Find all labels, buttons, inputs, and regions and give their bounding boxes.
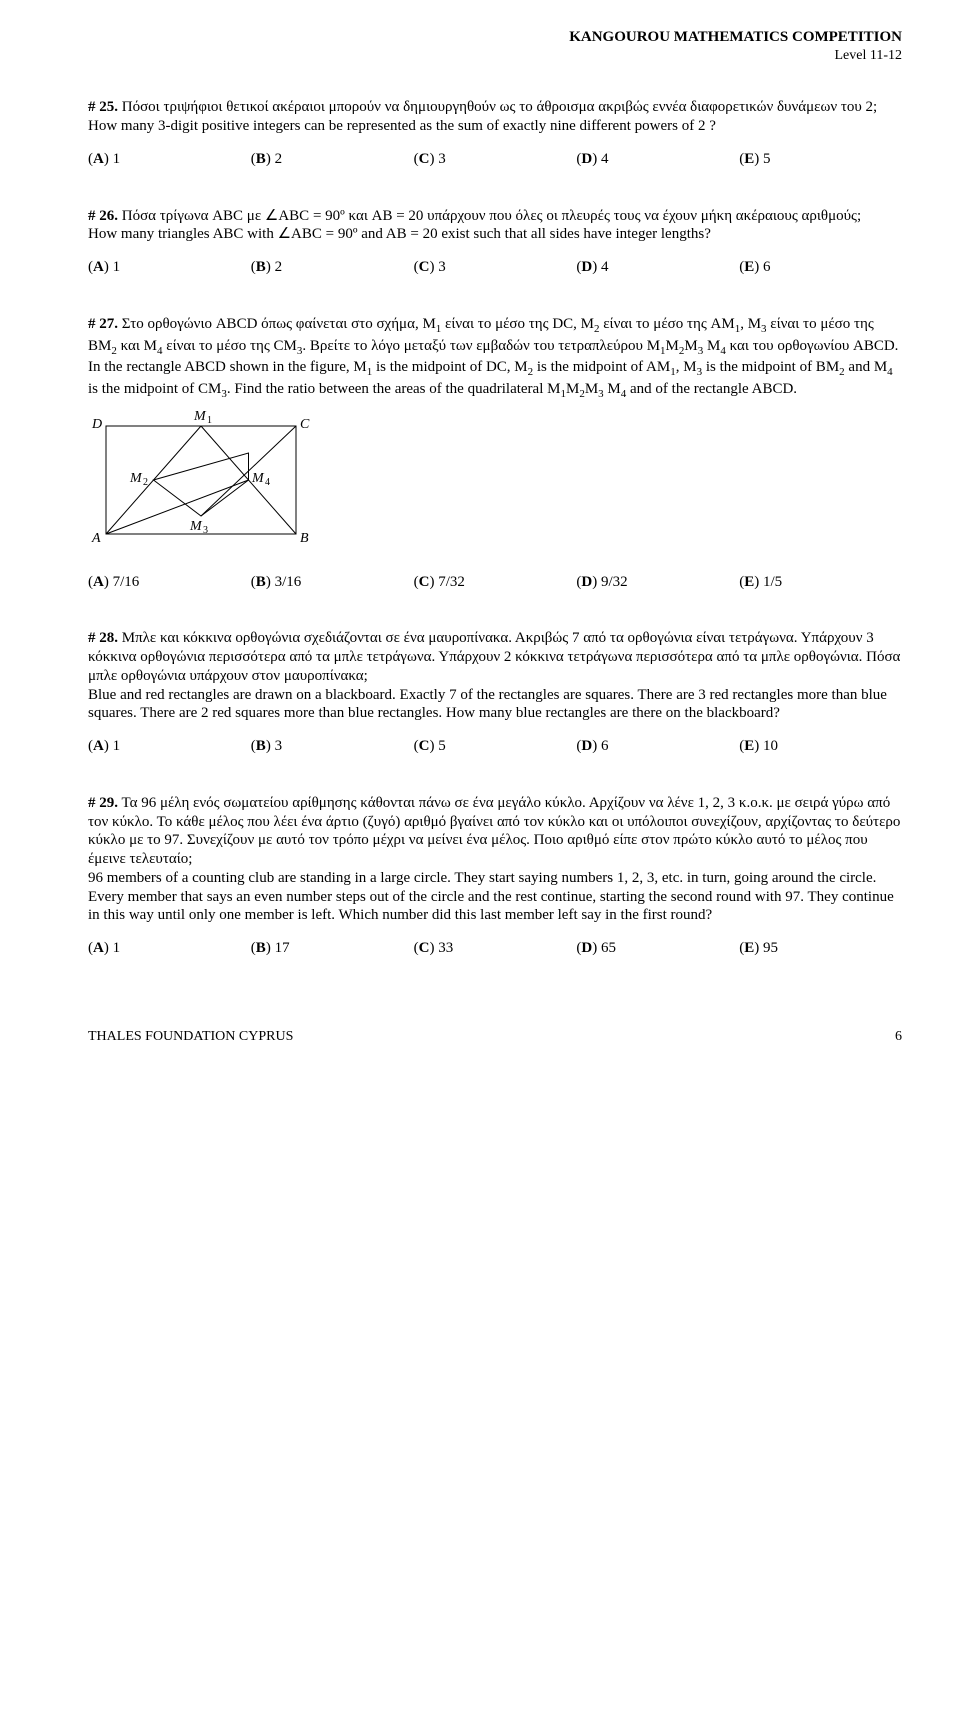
- svg-text:M: M: [193, 409, 207, 424]
- option-a: (A) 1: [88, 150, 251, 169]
- question-number: # 28.: [88, 630, 118, 646]
- option-b: (B) 3/16: [251, 573, 414, 592]
- question-number: # 26.: [88, 208, 118, 224]
- option-c: (C) 3: [414, 150, 577, 169]
- option-d: (D) 4: [576, 150, 739, 169]
- option-b: (B) 3: [251, 737, 414, 756]
- svg-text:4: 4: [265, 477, 270, 488]
- option-c: (C) 3: [414, 258, 577, 277]
- option-c: (C) 5: [414, 737, 577, 756]
- question-english: 96 members of a counting club are standi…: [88, 870, 894, 924]
- option-b: (B) 2: [251, 258, 414, 277]
- question-28: # 28. Μπλε και κόκκινα ορθογώνια σχεδιάζ…: [88, 629, 902, 756]
- option-e: (E) 1/5: [739, 573, 902, 592]
- option-e: (E) 5: [739, 150, 902, 169]
- option-d: (D) 65: [576, 939, 739, 958]
- option-a: (A) 1: [88, 939, 251, 958]
- question-greek: Τα 96 μέλη ενός σωματείου αρίθμησης κάθο…: [88, 795, 900, 867]
- question-text: # 27. Στο ορθογώνιο ABCD όπως φαίνεται σ…: [88, 315, 902, 402]
- answer-options: (A) 1 (B) 3 (C) 5 (D) 6 (E) 10: [88, 737, 902, 756]
- option-e: (E) 10: [739, 737, 902, 756]
- footer-org: THALES FOUNDATION CYPRUS: [88, 1028, 293, 1046]
- question-english: How many triangles ABC with ∠ABC = 90º a…: [88, 226, 711, 242]
- question-number: # 27.: [88, 316, 118, 332]
- svg-text:D: D: [91, 417, 102, 432]
- question-27: # 27. Στο ορθογώνιο ABCD όπως φαίνεται σ…: [88, 315, 902, 592]
- option-b: (B) 2: [251, 150, 414, 169]
- answer-options: (A) 7/16 (B) 3/16 (C) 7/32 (D) 9/32 (E) …: [88, 573, 902, 592]
- option-c: (C) 33: [414, 939, 577, 958]
- svg-text:C: C: [300, 417, 310, 432]
- question-number: # 25.: [88, 99, 118, 115]
- question-greek: Πόσα τρίγωνα ABC με ∠ABC = 90º και AB = …: [118, 208, 861, 224]
- question-number: # 29.: [88, 795, 118, 811]
- question-text: # 28. Μπλε και κόκκινα ορθογώνια σχεδιάζ…: [88, 629, 902, 723]
- question-26: # 26. Πόσα τρίγωνα ABC με ∠ABC = 90º και…: [88, 207, 902, 277]
- question-text: # 26. Πόσα τρίγωνα ABC με ∠ABC = 90º και…: [88, 207, 902, 245]
- svg-text:1: 1: [207, 415, 212, 426]
- option-d: (D) 9/32: [576, 573, 739, 592]
- svg-text:B: B: [300, 531, 309, 546]
- question-text: # 29. Τα 96 μέλη ενός σωματείου αρίθμηση…: [88, 794, 902, 925]
- svg-text:A: A: [91, 531, 101, 546]
- option-d: (D) 4: [576, 258, 739, 277]
- svg-text:2: 2: [143, 477, 148, 488]
- svg-text:3: 3: [203, 525, 208, 536]
- option-e: (E) 95: [739, 939, 902, 958]
- figure-rectangle: D C A B M1 M2 M4 M3: [86, 408, 902, 559]
- option-a: (A) 7/16: [88, 573, 251, 592]
- question-english: Blue and red rectangles are drawn on a b…: [88, 687, 887, 722]
- page-footer: THALES FOUNDATION CYPRUS 6: [88, 1028, 902, 1046]
- header-subtitle: Level 11-12: [88, 47, 902, 65]
- question-greek: Πόσοι τριψήφιοι θετικοί ακέραιοι μπορούν…: [118, 99, 877, 115]
- answer-options: (A) 1 (B) 2 (C) 3 (D) 4 (E) 5: [88, 150, 902, 169]
- rectangle-diagram-icon: D C A B M1 M2 M4 M3: [86, 408, 316, 553]
- svg-text:M: M: [189, 519, 203, 534]
- option-a: (A) 1: [88, 737, 251, 756]
- answer-options: (A) 1 (B) 17 (C) 33 (D) 65 (E) 95: [88, 939, 902, 958]
- option-d: (D) 6: [576, 737, 739, 756]
- page-number: 6: [895, 1028, 902, 1046]
- question-english: How many 3-digit positive integers can b…: [88, 118, 716, 134]
- question-29: # 29. Τα 96 μέλη ενός σωματείου αρίθμηση…: [88, 794, 902, 958]
- question-text: # 25. Πόσοι τριψήφιοι θετικοί ακέραιοι μ…: [88, 98, 902, 136]
- option-c: (C) 7/32: [414, 573, 577, 592]
- option-a: (A) 1: [88, 258, 251, 277]
- header-title: KANGOUROU MATHEMATICS COMPETITION: [88, 28, 902, 47]
- question-greek: Μπλε και κόκκινα ορθογώνια σχεδιάζονται …: [88, 630, 900, 684]
- svg-text:M: M: [129, 471, 143, 486]
- option-e: (E) 6: [739, 258, 902, 277]
- option-b: (B) 17: [251, 939, 414, 958]
- svg-text:M: M: [251, 471, 265, 486]
- page-header: KANGOUROU MATHEMATICS COMPETITION Level …: [88, 28, 902, 64]
- answer-options: (A) 1 (B) 2 (C) 3 (D) 4 (E) 6: [88, 258, 902, 277]
- question-25: # 25. Πόσοι τριψήφιοι θετικοί ακέραιοι μ…: [88, 98, 902, 168]
